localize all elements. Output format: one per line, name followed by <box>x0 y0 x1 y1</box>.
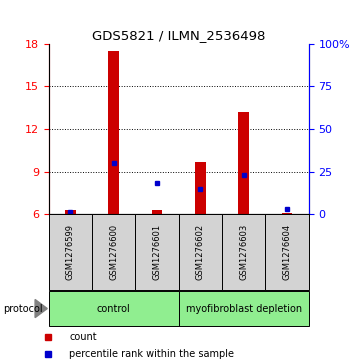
Text: GSM1276601: GSM1276601 <box>153 224 161 280</box>
Bar <box>135 214 179 290</box>
Bar <box>238 112 249 214</box>
Bar <box>49 291 179 326</box>
Text: GSM1276602: GSM1276602 <box>196 224 205 280</box>
Text: control: control <box>97 303 131 314</box>
Bar <box>195 162 206 214</box>
Bar <box>179 214 222 290</box>
Bar <box>92 214 135 290</box>
Bar <box>152 210 162 214</box>
Bar <box>179 291 309 326</box>
Text: GSM1276604: GSM1276604 <box>283 224 291 280</box>
Title: GDS5821 / ILMN_2536498: GDS5821 / ILMN_2536498 <box>92 29 265 42</box>
Text: count: count <box>69 332 97 342</box>
Text: percentile rank within the sample: percentile rank within the sample <box>69 349 234 359</box>
Bar <box>65 210 76 214</box>
Text: myofibroblast depletion: myofibroblast depletion <box>186 303 302 314</box>
Bar <box>49 214 92 290</box>
Polygon shape <box>35 299 47 318</box>
Text: GSM1276600: GSM1276600 <box>109 224 118 280</box>
Text: protocol: protocol <box>4 303 43 314</box>
Text: GSM1276603: GSM1276603 <box>239 224 248 280</box>
Text: GSM1276599: GSM1276599 <box>66 224 75 280</box>
Bar <box>265 214 309 290</box>
Bar <box>222 214 265 290</box>
Bar <box>108 51 119 214</box>
Bar <box>282 213 292 214</box>
